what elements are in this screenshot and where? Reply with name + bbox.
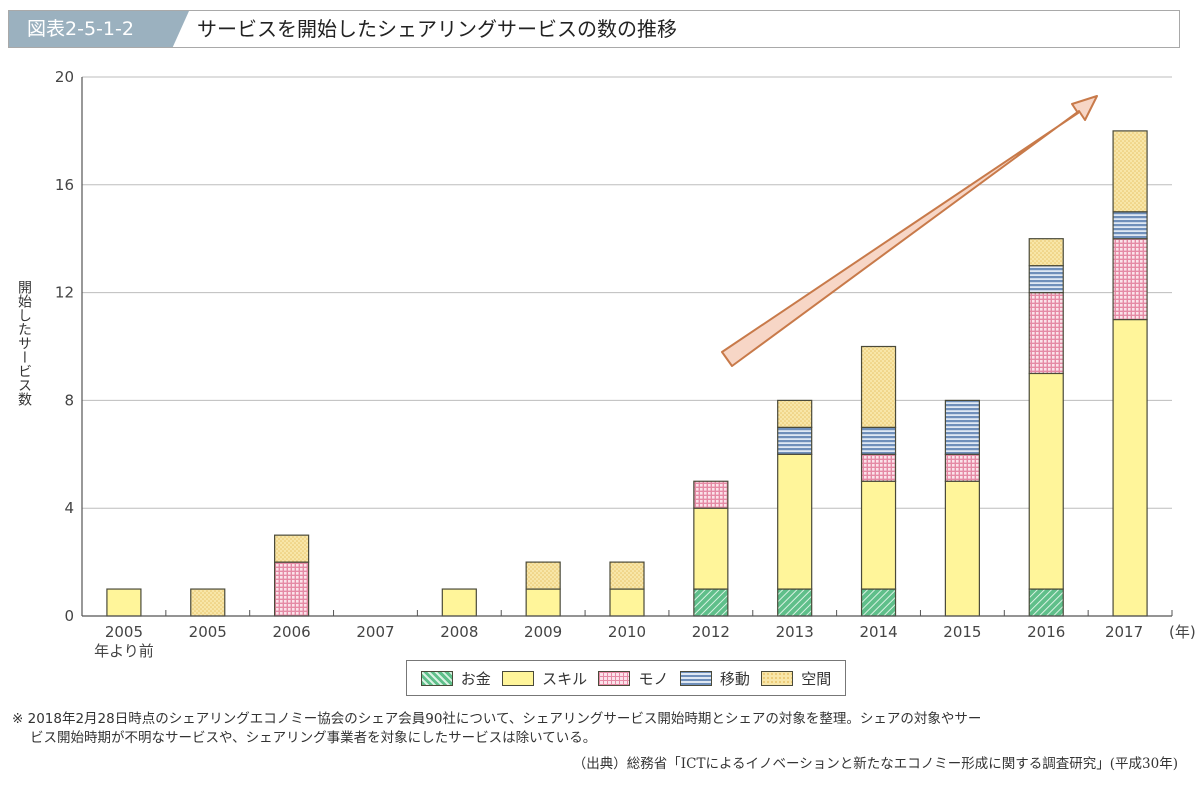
bar-segment-移動 xyxy=(944,399,980,455)
bars xyxy=(106,130,1148,617)
bar-segment-空間 xyxy=(609,561,645,590)
x-tick-label: 2013 xyxy=(776,623,814,641)
y-axis-label: 開始したサービス数 xyxy=(16,280,32,406)
legend-swatch xyxy=(598,670,631,686)
x-tick-label: 2005 xyxy=(189,623,227,641)
x-tick-label: 2009 xyxy=(524,623,562,641)
y-tick-label: 12 xyxy=(55,284,74,302)
legend-label: お金 xyxy=(460,669,491,688)
legend-item-空間: 空間 xyxy=(761,668,831,689)
footnote-line-1: ※ 2018年2月28日時点のシェアリングエコノミー協会のシェア会員90社につい… xyxy=(12,711,982,727)
bar-segment-空間 xyxy=(860,345,897,428)
trend-arrow-shape xyxy=(721,95,1098,367)
figure-title-bar: 図表2-5-1-2 サービスを開始したシェアリングサービスの数の推移 xyxy=(8,10,1180,48)
bar-segment-スキル xyxy=(441,588,477,617)
legend-item-お金: お金 xyxy=(420,668,491,689)
legend: お金 スキル モノ 移動 空間 xyxy=(406,660,846,696)
bar-segment-お金 xyxy=(777,588,813,617)
legend-label: 移動 xyxy=(719,669,750,688)
bar-segment-モノ xyxy=(944,453,980,482)
bar-segment-スキル xyxy=(693,507,729,590)
bar-segment-お金 xyxy=(1028,588,1064,617)
y-tick-label: 16 xyxy=(55,176,74,194)
bar-segment-お金 xyxy=(693,588,729,617)
bar-segment-スキル xyxy=(106,588,142,617)
y-tick-label: 20 xyxy=(55,68,74,86)
figure-id: 図表2-5-1-2 xyxy=(9,11,189,47)
chart-title: サービスを開始したシェアリングサービスの数の推移 xyxy=(197,17,677,41)
legend-item-モノ: モノ xyxy=(598,668,668,689)
bar-segment-空間 xyxy=(274,534,310,563)
source-citation: （出典）総務省「ICTによるイノベーションと新たなエコノミー形成に関する調査研究… xyxy=(572,756,1178,772)
bar-segment-モノ xyxy=(1112,238,1148,321)
bar-segment-空間 xyxy=(190,588,226,617)
bar-segment-モノ xyxy=(860,453,897,482)
bar-segment-スキル xyxy=(860,480,897,590)
trend-arrow xyxy=(721,95,1098,367)
legend-label: モノ xyxy=(638,669,669,688)
x-tick-label: 2012 xyxy=(692,623,730,641)
x-tick-label: 2015 xyxy=(943,623,981,641)
legend-swatch xyxy=(420,670,453,686)
legend-swatch xyxy=(679,670,712,686)
x-tick-label: 2005 xyxy=(105,623,143,641)
bar-segment-移動 xyxy=(777,426,813,455)
legend-label: スキル xyxy=(542,669,588,688)
bar-segment-スキル xyxy=(1112,318,1148,617)
y-tick-label: 8 xyxy=(64,391,74,409)
y-tick-labels: 0 4 8 12 16 20 xyxy=(55,68,74,625)
bar-segment-スキル xyxy=(525,588,561,617)
footnote: ※ 2018年2月28日時点のシェアリングエコノミー協会のシェア会員90社につい… xyxy=(12,710,1192,748)
footnote-line-2: ビス開始時期が不明なサービスや、シェアリング事業者を対象にしたサービスは除いてい… xyxy=(30,730,597,746)
bar-segment-お金 xyxy=(860,588,897,617)
gridlines xyxy=(82,76,1172,509)
bar-segment-スキル xyxy=(944,480,980,617)
x-tick-label: 2016 xyxy=(1027,623,1065,641)
legend-swatch xyxy=(761,670,794,686)
x-tick-label: 2017 xyxy=(1105,623,1143,641)
x-tick-label: 年より前 xyxy=(94,642,154,660)
bar-segment-空間 xyxy=(777,399,813,428)
bar-segment-モノ xyxy=(693,480,729,509)
bar-segment-スキル xyxy=(609,588,645,617)
bar-segment-スキル xyxy=(777,453,813,590)
y-tick-label: 0 xyxy=(64,607,74,625)
bar-segment-スキル xyxy=(1028,372,1064,590)
bar-segment-モノ xyxy=(274,561,310,617)
bar-segment-移動 xyxy=(860,426,897,455)
x-tick-label: 2007 xyxy=(356,623,394,641)
bar-segment-空間 xyxy=(1112,130,1148,213)
legend-item-スキル: スキル xyxy=(502,668,587,689)
bar-segment-空間 xyxy=(525,561,561,590)
x-tick-label: 2014 xyxy=(859,623,897,641)
y-tick-label: 4 xyxy=(64,499,74,517)
x-tick-label: 2006 xyxy=(273,623,311,641)
axes xyxy=(81,77,1173,617)
legend-item-移動: 移動 xyxy=(679,668,750,689)
x-tick-label: 2008 xyxy=(440,623,478,641)
x-axis-unit-label: (年) xyxy=(1169,623,1196,641)
legend-label: 空間 xyxy=(801,669,832,688)
legend-swatch xyxy=(502,670,535,686)
x-tick-label: 2010 xyxy=(608,623,646,641)
bar-segment-モノ xyxy=(1028,292,1064,375)
bar-segment-空間 xyxy=(1028,238,1064,267)
bar-segment-移動 xyxy=(1112,211,1148,240)
bar-segment-移動 xyxy=(1028,265,1064,294)
